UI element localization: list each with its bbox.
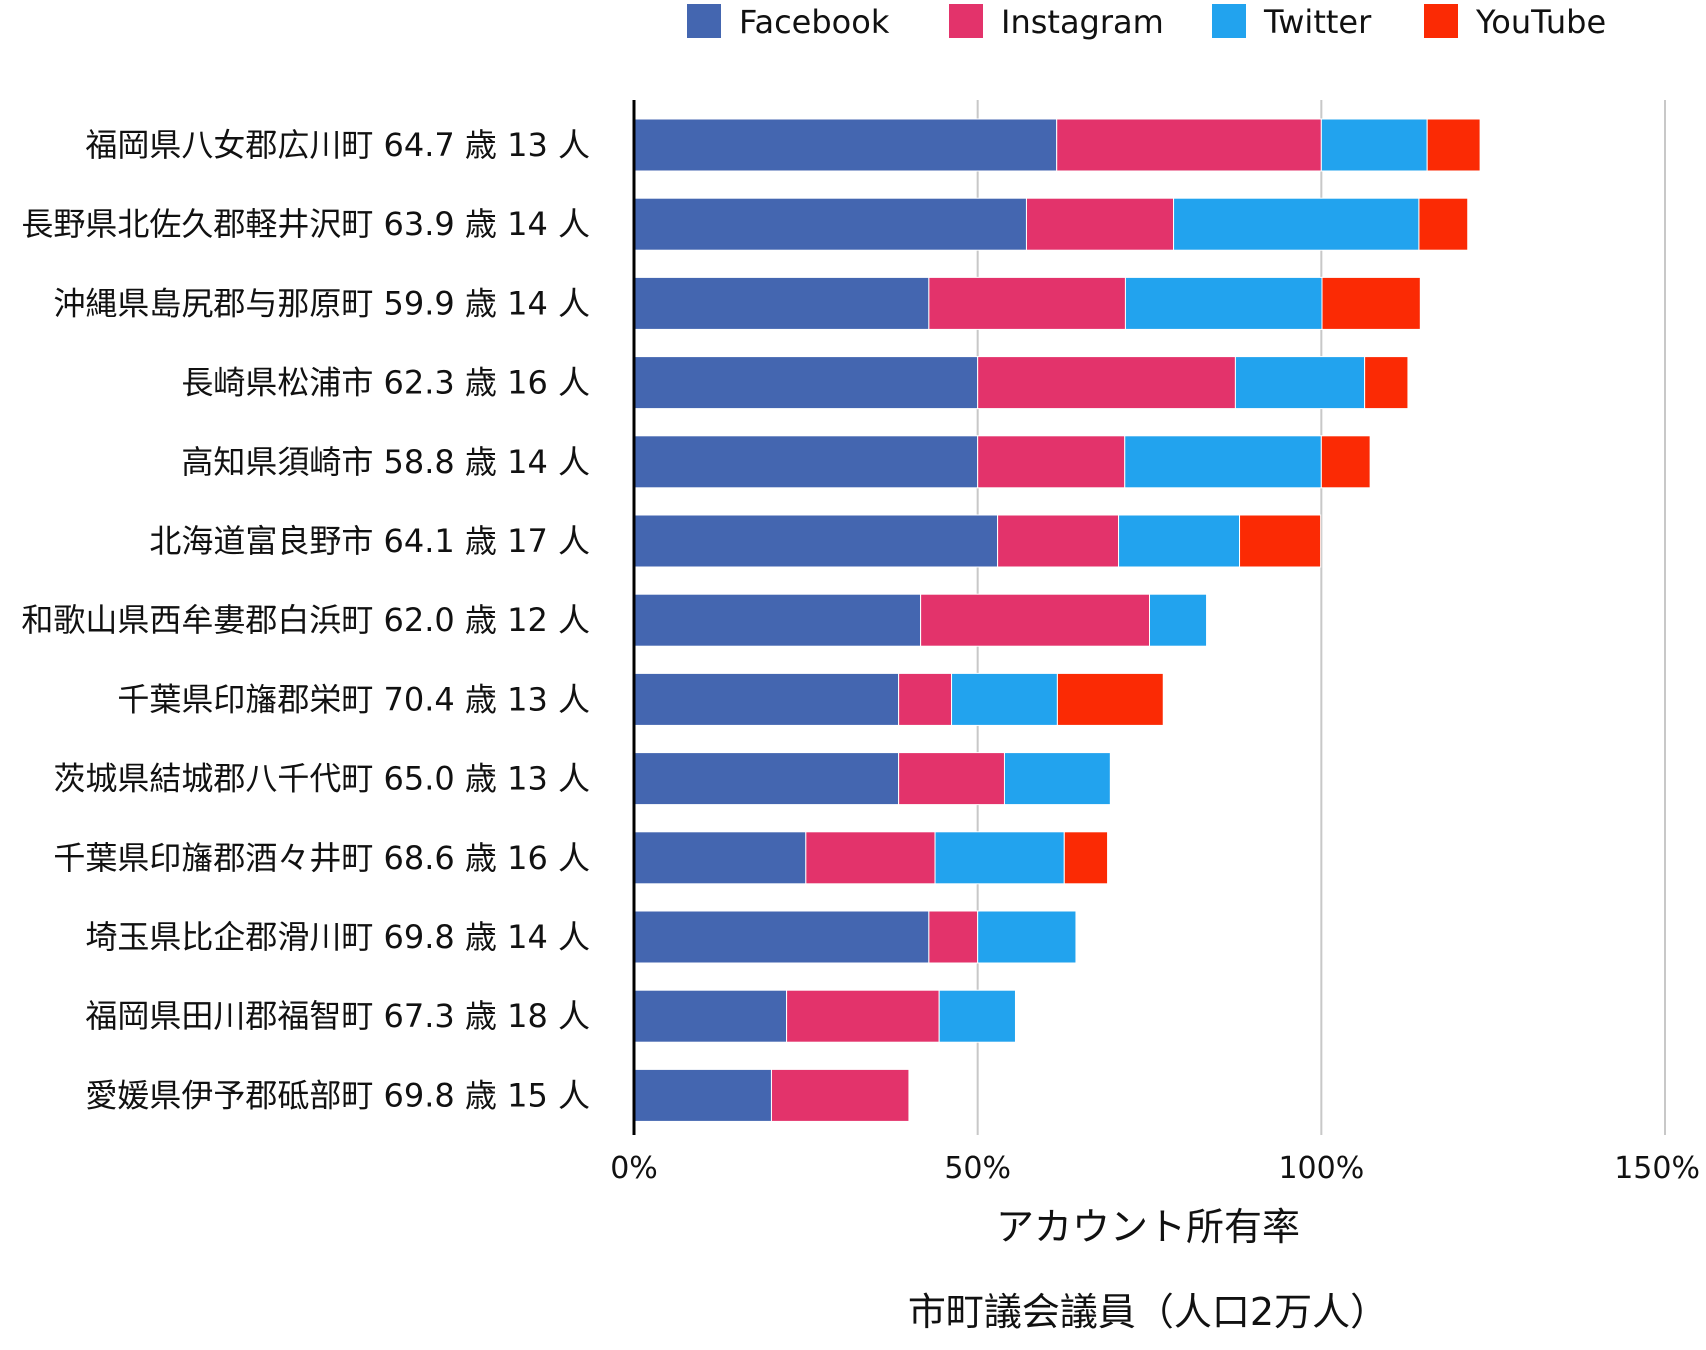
bar-youtube-4 [1320, 435, 1371, 489]
legend-label-facebook: Facebook [739, 3, 890, 41]
bar-twitter-11 [938, 989, 1016, 1043]
bar-facebook-8 [633, 752, 900, 806]
bar-instagram-11 [786, 989, 940, 1043]
bar-instagram-6 [920, 593, 1150, 647]
x-tick-label-0: 0% [610, 1151, 658, 1186]
x-tick-label-1: 50% [944, 1151, 1011, 1186]
category-label-8: 茨城県結城郡八千代町 65.0 歳 13 人 [53, 760, 590, 798]
x-axis-title: アカウント所有率 [996, 1205, 1300, 1249]
bar-facebook-0 [633, 118, 1058, 172]
bar-instagram-1 [1025, 197, 1175, 251]
bar-youtube-7 [1056, 672, 1164, 726]
bar-facebook-6 [633, 593, 922, 647]
legend-label-twitter: Twitter [1263, 3, 1372, 41]
bar-twitter-8 [1003, 752, 1111, 806]
category-label-5: 北海道富良野市 64.1 歳 17 人 [149, 522, 590, 560]
category-label-10: 埼玉県比企郡滑川町 69.8 歳 14 人 [85, 918, 590, 956]
bar-twitter-0 [1320, 118, 1428, 172]
legend: Facebook Instagram Twitter YouTube [687, 3, 1606, 41]
legend-swatch-youtube [1424, 4, 1458, 38]
bar-instagram-2 [928, 276, 1126, 330]
category-label-6: 和歌山県西牟婁郡白浜町 62.0 歳 12 人 [21, 601, 590, 639]
bar-facebook-4 [633, 435, 979, 489]
bar-instagram-10 [928, 910, 979, 964]
bar-youtube-0 [1426, 118, 1481, 172]
category-label-1: 長野県北佐久郡軽井沢町 63.9 歳 14 人 [21, 205, 590, 243]
category-label-0: 福岡県八女郡広川町 64.7 歳 13 人 [85, 126, 590, 164]
bar-facebook-10 [633, 910, 930, 964]
bar-instagram-7 [898, 672, 953, 726]
bar-facebook-12 [633, 1068, 772, 1122]
bar-instagram-4 [977, 435, 1126, 489]
bar-instagram-12 [770, 1068, 910, 1122]
bar-instagram-5 [997, 514, 1120, 568]
bar-twitter-4 [1124, 435, 1322, 489]
bar-facebook-7 [633, 672, 900, 726]
bar-facebook-11 [633, 989, 788, 1043]
legend-label-youtube: YouTube [1475, 3, 1606, 41]
category-label-3: 長崎県松浦市 62.3 歳 16 人 [181, 364, 590, 402]
bar-facebook-2 [633, 276, 930, 330]
bar-twitter-10 [977, 910, 1077, 964]
legend-swatch-twitter [1212, 4, 1246, 38]
bar-instagram-0 [1056, 118, 1322, 172]
bar-twitter-7 [951, 672, 1058, 726]
bar-facebook-9 [633, 831, 807, 885]
bars [633, 118, 1481, 1122]
bar-youtube-5 [1239, 514, 1322, 568]
legend-label-instagram: Instagram [1001, 3, 1164, 41]
legend-swatch-facebook [687, 4, 721, 38]
bar-instagram-3 [977, 356, 1236, 410]
bar-facebook-3 [633, 356, 979, 410]
x-tick-label-3: 150% [1614, 1151, 1700, 1186]
category-label-2: 沖縄県島尻郡与那原町 59.9 歳 14 人 [53, 284, 590, 322]
bar-facebook-5 [633, 514, 999, 568]
category-label-4: 高知県須崎市 58.8 歳 14 人 [181, 443, 590, 481]
chart-subtitle: 市町議会議員（人口2万人） [908, 1290, 1388, 1334]
x-tick-labels: 0% 50% 100% 150% [610, 1151, 1700, 1186]
bar-instagram-9 [805, 831, 936, 885]
category-label-9: 千葉県印旛郡酒々井町 68.6 歳 16 人 [53, 839, 590, 877]
bar-twitter-5 [1118, 514, 1241, 568]
category-label-11: 福岡県田川郡福智町 67.3 歳 18 人 [85, 997, 590, 1035]
bar-youtube-1 [1418, 197, 1469, 251]
bar-facebook-1 [633, 197, 1027, 251]
bar-twitter-6 [1149, 593, 1208, 647]
legend-swatch-instagram [949, 4, 983, 38]
bar-twitter-2 [1124, 276, 1323, 330]
x-tick-label-2: 100% [1278, 1151, 1364, 1186]
bar-twitter-1 [1173, 197, 1420, 251]
bar-twitter-9 [934, 831, 1065, 885]
bar-youtube-2 [1321, 276, 1421, 330]
bar-instagram-8 [898, 752, 1005, 806]
category-label-7: 千葉県印旛郡栄町 70.4 歳 13 人 [117, 680, 590, 718]
bar-youtube-3 [1364, 356, 1409, 410]
bar-twitter-3 [1234, 356, 1366, 410]
bar-youtube-9 [1063, 831, 1109, 885]
category-label-12: 愛媛県伊予郡砥部町 69.8 歳 15 人 [85, 1076, 590, 1114]
